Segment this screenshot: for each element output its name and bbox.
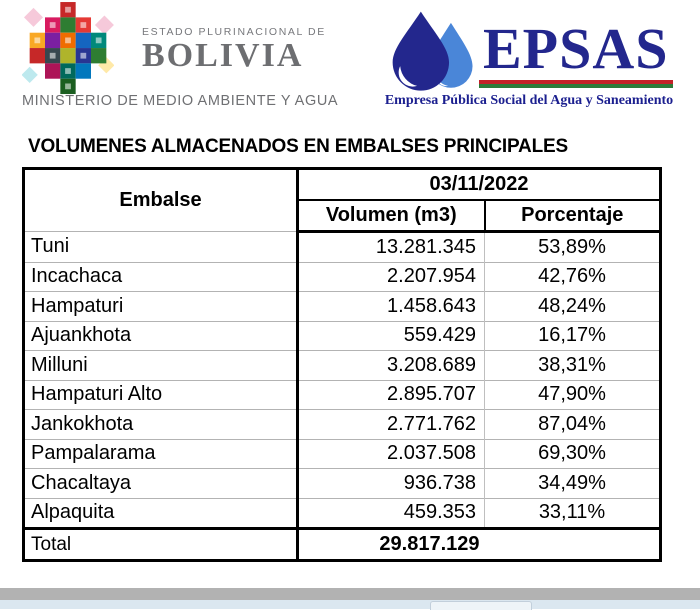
cell-embalse: Hampaturi Alto <box>23 379 299 410</box>
cell-volumen: 459.353 <box>297 497 485 529</box>
header-row-subcolumns: Volumen (m3) Porcentaje <box>24 200 661 233</box>
page-title: VOLUMENES ALMACENADOS EN EMBALSES PRINCI… <box>28 136 568 157</box>
column-header-embalse: Embalse <box>23 168 299 232</box>
stripe-red <box>479 80 673 84</box>
total-volumen: 29.817.129 <box>297 527 485 561</box>
total-empty-cell <box>484 527 661 561</box>
total-row: Total 29.817.129 <box>23 527 661 561</box>
cell-porcentaje: 42,76% <box>484 261 661 292</box>
cell-embalse: Alpaquita <box>23 497 299 529</box>
cell-embalse: Chacaltaya <box>23 468 299 498</box>
column-header-volumen: Volumen (m3) <box>297 200 485 233</box>
cell-volumen: 936.738 <box>297 468 485 498</box>
table-row: Hampaturi 1.458.643 48,24% <box>23 291 661 321</box>
cell-embalse: Tuni <box>23 231 299 262</box>
cell-volumen: 13.281.345 <box>297 231 485 262</box>
taskbar-edge <box>0 600 700 609</box>
epsas-waterdrops-icon <box>392 11 473 91</box>
cell-porcentaje: 87,04% <box>484 409 661 439</box>
table-row: Jankokhota 2.771.762 87,04% <box>23 409 661 439</box>
table-row: Chacaltaya 936.738 34,49% <box>23 468 661 498</box>
bolivia-wordmark: ESTADO PLURINACIONAL DE BOLIVIA <box>142 26 326 73</box>
cell-embalse: Jankokhota <box>23 409 299 439</box>
table-row: Alpaquita 459.353 33,11% <box>23 497 661 529</box>
table-row: Ajuankhota 559.429 16,17% <box>23 320 661 351</box>
cell-volumen: 3.208.689 <box>297 350 485 380</box>
bolivia-line2: BOLIVIA <box>142 37 304 74</box>
cell-porcentaje: 33,11% <box>484 497 661 529</box>
cell-embalse: Hampaturi <box>23 291 299 321</box>
cell-porcentaje: 34,49% <box>484 468 661 498</box>
cell-volumen: 2.207.954 <box>297 261 485 292</box>
cell-porcentaje: 16,17% <box>484 320 661 351</box>
cell-porcentaje: 48,24% <box>484 291 661 321</box>
epsas-wordmark: EPSAS <box>483 16 669 81</box>
cell-porcentaje: 53,89% <box>484 231 661 262</box>
cell-embalse: Pampalarama <box>23 438 299 469</box>
reservoir-table: Embalse 03/11/2022 Volumen (m3) Porcenta… <box>22 167 662 562</box>
cell-embalse: Milluni <box>23 350 299 380</box>
cell-embalse: Ajuankhota <box>23 320 299 351</box>
ministry-name: MINISTERIO DE MEDIO AMBIENTE Y AGUA <box>22 93 339 109</box>
table-row: Milluni 3.208.689 38,31% <box>23 350 661 380</box>
cell-volumen: 1.458.643 <box>297 291 485 321</box>
bolivia-mosaic-icon <box>22 2 114 95</box>
table-row: Pampalarama 2.037.508 69,30% <box>23 438 661 469</box>
table-row: Incachaca 2.207.954 42,76% <box>23 261 661 292</box>
cell-embalse: Incachaca <box>23 261 299 292</box>
cell-porcentaje: 47,90% <box>484 379 661 410</box>
column-header-date: 03/11/2022 <box>297 168 661 201</box>
epsas-flag-stripe <box>479 80 673 88</box>
cell-porcentaje: 69,30% <box>484 438 661 469</box>
table-row: Tuni 13.281.345 53,89% <box>23 231 661 262</box>
bolivia-line1: ESTADO PLURINACIONAL DE <box>142 26 326 38</box>
cell-volumen: 2.037.508 <box>297 438 485 469</box>
epsas-subtitle: Empresa Pública Social del Agua y Saneam… <box>384 93 674 108</box>
cell-volumen: 2.771.762 <box>297 409 485 439</box>
column-header-porcentaje: Porcentaje <box>483 200 661 233</box>
table-row: Hampaturi Alto 2.895.707 47,90% <box>23 379 661 410</box>
cell-volumen: 559.429 <box>297 320 485 351</box>
cell-volumen: 2.895.707 <box>297 379 485 410</box>
window-statusbar <box>0 588 700 600</box>
cell-porcentaje: 38,31% <box>484 350 661 380</box>
taskbar-button[interactable] <box>430 601 532 610</box>
header-row-date: Embalse 03/11/2022 <box>23 168 661 232</box>
total-label: Total <box>23 527 299 561</box>
stripe-green <box>479 84 673 88</box>
